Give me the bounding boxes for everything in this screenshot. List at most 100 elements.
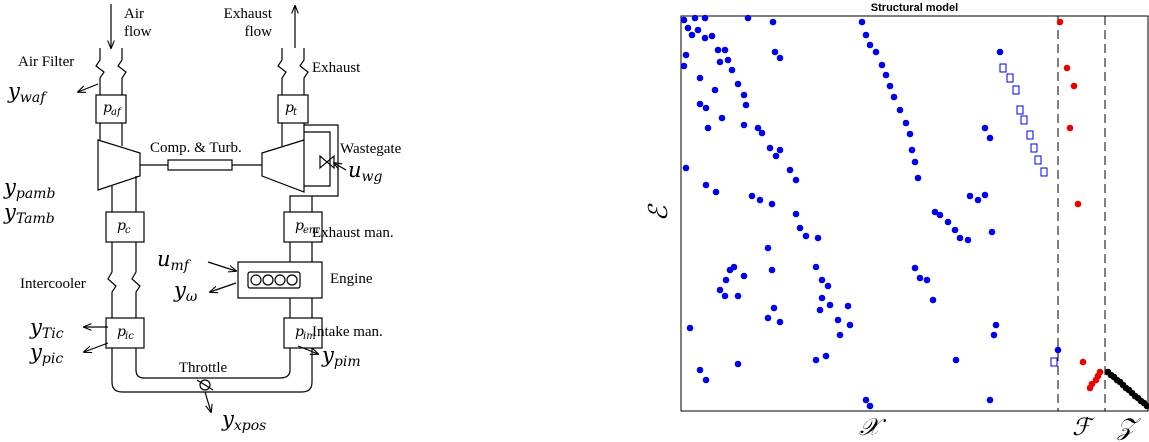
point xyxy=(813,357,820,364)
point xyxy=(1057,19,1064,26)
pipe xyxy=(282,123,304,146)
point xyxy=(745,15,752,22)
point xyxy=(1055,347,1062,354)
point xyxy=(819,277,826,284)
diagram-label: Air Filter xyxy=(18,54,74,70)
point xyxy=(777,147,784,154)
point xyxy=(683,165,690,172)
point xyxy=(695,27,702,34)
point xyxy=(769,201,776,208)
diagram-label: flow xyxy=(124,24,152,40)
box-subscript: em xyxy=(303,225,318,236)
diagram-label: Throttle xyxy=(179,360,228,376)
point xyxy=(793,177,800,184)
point xyxy=(863,32,870,39)
point xyxy=(797,225,804,232)
plot-frame xyxy=(681,16,1148,411)
point xyxy=(741,92,748,99)
point xyxy=(749,193,756,200)
point xyxy=(787,167,794,174)
y-axis-label: ℰ xyxy=(644,203,674,221)
point xyxy=(741,273,748,280)
symbol-subscript: waf xyxy=(20,90,48,106)
symbol-subscript: Tic xyxy=(42,326,64,342)
point xyxy=(735,81,742,88)
intercooler-pipe xyxy=(108,242,140,318)
point xyxy=(765,315,772,322)
point xyxy=(713,189,720,196)
cylinder xyxy=(287,275,297,285)
symbol-subscript: ω xyxy=(186,289,198,305)
point xyxy=(967,193,974,200)
point xyxy=(765,245,772,252)
compressor xyxy=(98,140,140,190)
diagram-label: flow xyxy=(245,24,273,40)
point xyxy=(1013,86,1019,94)
point xyxy=(692,15,699,22)
symbol-subscript: pic xyxy=(42,351,63,367)
point xyxy=(903,120,910,127)
box-subscript: t xyxy=(293,107,298,118)
point xyxy=(741,122,748,129)
point xyxy=(1067,125,1074,132)
point xyxy=(719,115,726,122)
point xyxy=(912,265,919,272)
point xyxy=(953,357,960,364)
signal-arrow xyxy=(78,84,98,92)
engine-diagram: AirflowExhaustflowAir FilterExhaustComp.… xyxy=(3,4,402,434)
point xyxy=(687,325,694,332)
point xyxy=(709,33,716,40)
point xyxy=(883,72,890,79)
point xyxy=(703,105,710,112)
point xyxy=(777,319,784,326)
point xyxy=(1051,358,1057,366)
point xyxy=(697,101,704,108)
symbol: u xyxy=(348,158,362,182)
point xyxy=(712,87,719,94)
point xyxy=(1007,74,1013,82)
point xyxy=(835,317,842,324)
symbol-subscript: mf xyxy=(171,258,192,274)
diagram-label: Exhaust xyxy=(224,6,273,22)
symbol: u xyxy=(157,247,171,271)
signal-arrow xyxy=(205,392,211,412)
point xyxy=(1000,64,1006,72)
point xyxy=(722,47,729,54)
point xyxy=(743,102,750,109)
point xyxy=(912,159,919,166)
wastegate-pipe xyxy=(290,125,338,212)
point xyxy=(891,94,898,101)
point xyxy=(867,403,874,410)
diagram-label: Wastegate xyxy=(340,141,402,157)
point xyxy=(819,295,826,302)
point xyxy=(689,32,696,39)
point xyxy=(727,267,734,274)
pipe xyxy=(290,242,312,318)
signal-arrow xyxy=(334,163,346,170)
point xyxy=(825,283,832,290)
point xyxy=(930,297,937,304)
point xyxy=(803,233,810,240)
point xyxy=(757,197,764,204)
point xyxy=(867,42,874,49)
point xyxy=(717,59,724,66)
point xyxy=(705,125,712,132)
point xyxy=(703,377,710,384)
point xyxy=(702,35,709,42)
point xyxy=(1041,168,1047,176)
diagram-label: Exhaust xyxy=(312,60,361,76)
group-label: 𝒳 xyxy=(859,413,887,441)
point xyxy=(957,235,964,242)
symbol-subscript: pamb xyxy=(16,186,56,202)
point xyxy=(681,63,688,70)
point xyxy=(817,307,824,314)
point xyxy=(987,397,994,404)
point xyxy=(897,107,904,114)
point xyxy=(683,52,690,59)
point xyxy=(685,25,692,32)
point xyxy=(722,293,729,300)
throttle-valve xyxy=(197,380,213,390)
point xyxy=(703,182,710,189)
point xyxy=(952,227,959,234)
point xyxy=(777,55,784,62)
